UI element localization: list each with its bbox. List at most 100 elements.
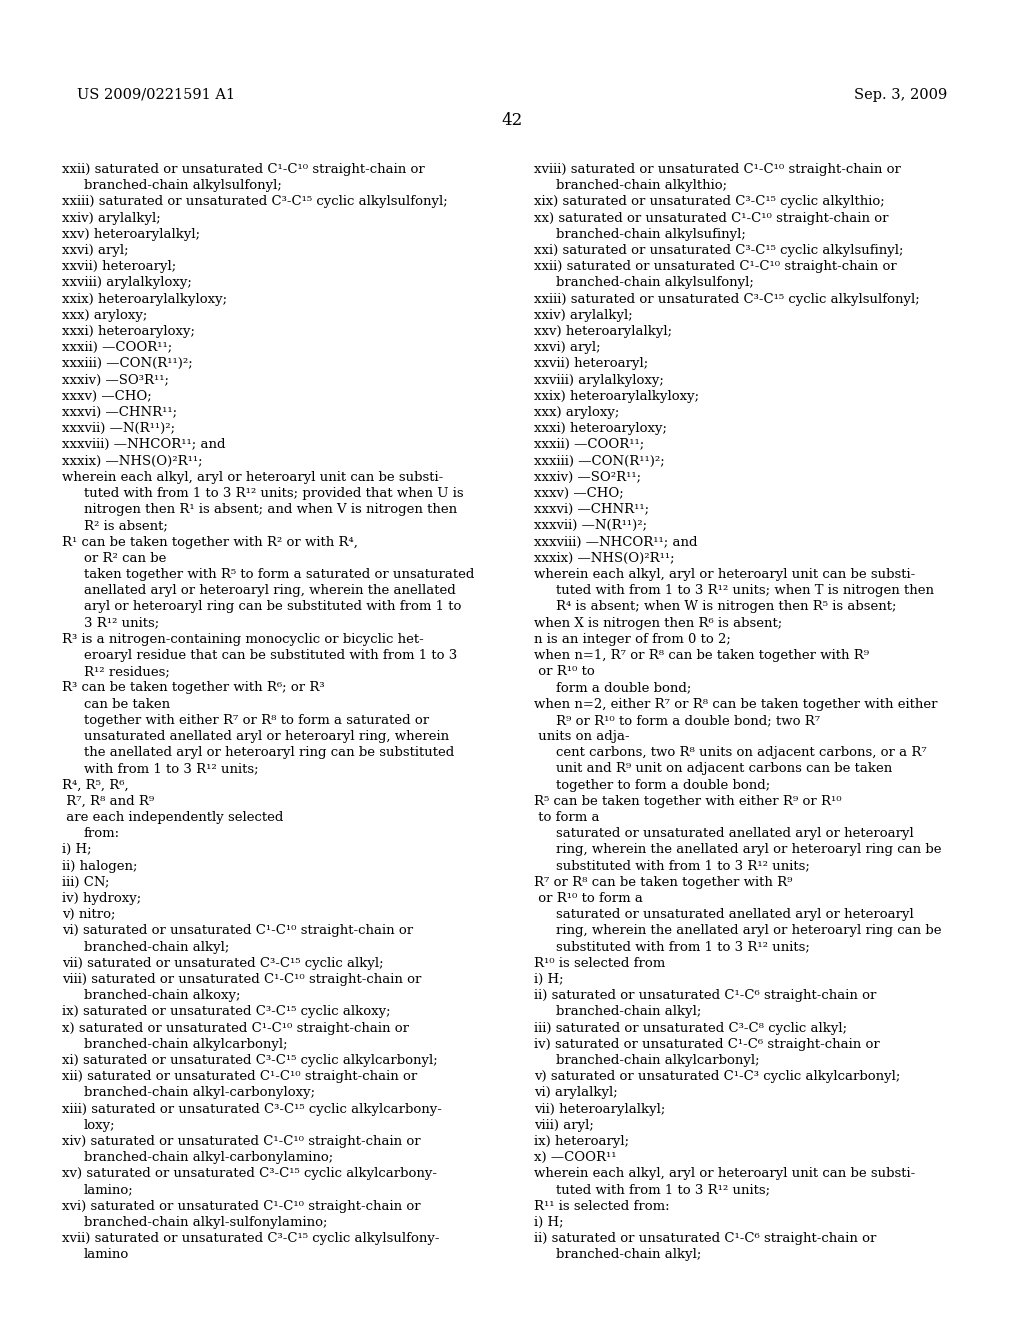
Text: branched-chain alkylcarbonyl;: branched-chain alkylcarbonyl; [556, 1053, 760, 1067]
Text: nitrogen then R¹ is absent; and when V is nitrogen then: nitrogen then R¹ is absent; and when V i… [84, 503, 457, 516]
Text: R⁴ is absent; when W is nitrogen then R⁵ is absent;: R⁴ is absent; when W is nitrogen then R⁵… [556, 601, 896, 614]
Text: R¹¹ is selected from:: R¹¹ is selected from: [534, 1200, 670, 1213]
Text: iv) saturated or unsaturated C¹-C⁶ straight-chain or: iv) saturated or unsaturated C¹-C⁶ strai… [534, 1038, 880, 1051]
Text: xxxviii) —NHCOR¹¹; and: xxxviii) —NHCOR¹¹; and [534, 536, 697, 549]
Text: iv) hydroxy;: iv) hydroxy; [62, 892, 141, 906]
Text: xxxii) —COOR¹¹;: xxxii) —COOR¹¹; [534, 438, 644, 451]
Text: R⁵ can be taken together with either R⁹ or R¹⁰: R⁵ can be taken together with either R⁹ … [534, 795, 842, 808]
Text: xxxix) —NHS(O)²R¹¹;: xxxix) —NHS(O)²R¹¹; [62, 454, 203, 467]
Text: R³ is a nitrogen-containing monocyclic or bicyclic het-: R³ is a nitrogen-containing monocyclic o… [62, 632, 424, 645]
Text: xiii) saturated or unsaturated C³-C¹⁵ cyclic alkylcarbony-: xiii) saturated or unsaturated C³-C¹⁵ cy… [62, 1102, 442, 1115]
Text: xxii) saturated or unsaturated C¹-C¹⁰ straight-chain or: xxii) saturated or unsaturated C¹-C¹⁰ st… [62, 162, 425, 176]
Text: to form a: to form a [534, 810, 599, 824]
Text: 42: 42 [502, 112, 522, 129]
Text: ii) saturated or unsaturated C¹-C⁶ straight-chain or: ii) saturated or unsaturated C¹-C⁶ strai… [534, 1232, 877, 1245]
Text: xxviii) arylalkyloxy;: xxviii) arylalkyloxy; [62, 276, 191, 289]
Text: saturated or unsaturated anellated aryl or heteroaryl: saturated or unsaturated anellated aryl … [556, 908, 913, 921]
Text: viii) saturated or unsaturated C¹-C¹⁰ straight-chain or: viii) saturated or unsaturated C¹-C¹⁰ st… [62, 973, 421, 986]
Text: R¹⁰ is selected from: R¹⁰ is selected from [534, 957, 666, 970]
Text: R² is absent;: R² is absent; [84, 519, 168, 532]
Text: xxx) aryloxy;: xxx) aryloxy; [62, 309, 147, 322]
Text: saturated or unsaturated anellated aryl or heteroaryl: saturated or unsaturated anellated aryl … [556, 828, 913, 841]
Text: are each independently selected: are each independently selected [62, 810, 284, 824]
Text: with from 1 to 3 R¹² units;: with from 1 to 3 R¹² units; [84, 763, 259, 775]
Text: R⁷ or R⁸ can be taken together with R⁹: R⁷ or R⁸ can be taken together with R⁹ [534, 875, 793, 888]
Text: can be taken: can be taken [84, 697, 170, 710]
Text: xxxvii) —N(R¹¹)²;: xxxvii) —N(R¹¹)²; [534, 519, 647, 532]
Text: tuted with from 1 to 3 R¹² units; when T is nitrogen then: tuted with from 1 to 3 R¹² units; when T… [556, 585, 934, 597]
Text: xxxvi) —CHNR¹¹;: xxxvi) —CHNR¹¹; [534, 503, 649, 516]
Text: aryl or heteroaryl ring can be substituted with from 1 to: aryl or heteroaryl ring can be substitut… [84, 601, 462, 614]
Text: i) H;: i) H; [534, 973, 563, 986]
Text: xxiii) saturated or unsaturated C³-C¹⁵ cyclic alkylsulfonyl;: xxiii) saturated or unsaturated C³-C¹⁵ c… [534, 293, 920, 306]
Text: xxvii) heteroaryl;: xxvii) heteroaryl; [534, 358, 648, 371]
Text: ix) saturated or unsaturated C³-C¹⁵ cyclic alkoxy;: ix) saturated or unsaturated C³-C¹⁵ cycl… [62, 1006, 390, 1019]
Text: branched-chain alkoxy;: branched-chain alkoxy; [84, 989, 241, 1002]
Text: units on adja-: units on adja- [534, 730, 630, 743]
Text: lamino;: lamino; [84, 1184, 134, 1197]
Text: xvii) saturated or unsaturated C³-C¹⁵ cyclic alkylsulfony-: xvii) saturated or unsaturated C³-C¹⁵ cy… [62, 1232, 439, 1245]
Text: ii) halogen;: ii) halogen; [62, 859, 137, 873]
Text: loxy;: loxy; [84, 1119, 116, 1131]
Text: lamino: lamino [84, 1249, 129, 1262]
Text: unit and R⁹ unit on adjacent carbons can be taken: unit and R⁹ unit on adjacent carbons can… [556, 763, 892, 775]
Text: xxix) heteroarylalkyloxy;: xxix) heteroarylalkyloxy; [62, 293, 227, 306]
Text: ring, wherein the anellated aryl or heteroaryl ring can be: ring, wherein the anellated aryl or hete… [556, 924, 941, 937]
Text: vi) saturated or unsaturated C¹-C¹⁰ straight-chain or: vi) saturated or unsaturated C¹-C¹⁰ stra… [62, 924, 413, 937]
Text: xxxiii) —CON(R¹¹)²;: xxxiii) —CON(R¹¹)²; [62, 358, 193, 371]
Text: R⁷, R⁸ and R⁹: R⁷, R⁸ and R⁹ [62, 795, 155, 808]
Text: iii) saturated or unsaturated C³-C⁸ cyclic alkyl;: iii) saturated or unsaturated C³-C⁸ cycl… [534, 1022, 847, 1035]
Text: when n=1, R⁷ or R⁸ can be taken together with R⁹: when n=1, R⁷ or R⁸ can be taken together… [534, 649, 869, 663]
Text: branched-chain alkyl;: branched-chain alkyl; [84, 941, 229, 953]
Text: xxvi) aryl;: xxvi) aryl; [62, 244, 129, 257]
Text: or R¹⁰ to form a: or R¹⁰ to form a [534, 892, 643, 906]
Text: together with either R⁷ or R⁸ to form a saturated or: together with either R⁷ or R⁸ to form a … [84, 714, 429, 727]
Text: branched-chain alkyl-carbonyloxy;: branched-chain alkyl-carbonyloxy; [84, 1086, 315, 1100]
Text: cent carbons, two R⁸ units on adjacent carbons, or a R⁷: cent carbons, two R⁸ units on adjacent c… [556, 746, 927, 759]
Text: Sep. 3, 2009: Sep. 3, 2009 [854, 88, 947, 102]
Text: i) H;: i) H; [534, 1216, 563, 1229]
Text: or R¹⁰ to: or R¹⁰ to [534, 665, 595, 678]
Text: the anellated aryl or heteroaryl ring can be substituted: the anellated aryl or heteroaryl ring ca… [84, 746, 455, 759]
Text: x) saturated or unsaturated C¹-C¹⁰ straight-chain or: x) saturated or unsaturated C¹-C¹⁰ strai… [62, 1022, 409, 1035]
Text: xii) saturated or unsaturated C¹-C¹⁰ straight-chain or: xii) saturated or unsaturated C¹-C¹⁰ str… [62, 1071, 417, 1084]
Text: xviii) saturated or unsaturated C¹-C¹⁰ straight-chain or: xviii) saturated or unsaturated C¹-C¹⁰ s… [534, 162, 901, 176]
Text: ix) heteroaryl;: ix) heteroaryl; [534, 1135, 629, 1148]
Text: 3 R¹² units;: 3 R¹² units; [84, 616, 160, 630]
Text: taken together with R⁵ to form a saturated or unsaturated: taken together with R⁵ to form a saturat… [84, 568, 474, 581]
Text: i) H;: i) H; [62, 843, 91, 857]
Text: xxxix) —NHS(O)²R¹¹;: xxxix) —NHS(O)²R¹¹; [534, 552, 675, 565]
Text: viii) aryl;: viii) aryl; [534, 1119, 594, 1131]
Text: v) nitro;: v) nitro; [62, 908, 116, 921]
Text: xxiii) saturated or unsaturated C³-C¹⁵ cyclic alkylsulfonyl;: xxiii) saturated or unsaturated C³-C¹⁵ c… [62, 195, 447, 209]
Text: xx) saturated or unsaturated C¹-C¹⁰ straight-chain or: xx) saturated or unsaturated C¹-C¹⁰ stra… [534, 211, 889, 224]
Text: branched-chain alkylsulfonyl;: branched-chain alkylsulfonyl; [556, 276, 754, 289]
Text: xxxv) —CHO;: xxxv) —CHO; [534, 487, 624, 500]
Text: xxxiv) —SO²R¹¹;: xxxiv) —SO²R¹¹; [534, 471, 641, 484]
Text: wherein each alkyl, aryl or heteroaryl unit can be substi-: wherein each alkyl, aryl or heteroaryl u… [534, 1167, 915, 1180]
Text: vii) heteroarylalkyl;: vii) heteroarylalkyl; [534, 1102, 666, 1115]
Text: substituted with from 1 to 3 R¹² units;: substituted with from 1 to 3 R¹² units; [556, 859, 810, 873]
Text: x) —COOR¹¹: x) —COOR¹¹ [534, 1151, 616, 1164]
Text: xxxvi) —CHNR¹¹;: xxxvi) —CHNR¹¹; [62, 407, 177, 418]
Text: R¹² residues;: R¹² residues; [84, 665, 170, 678]
Text: xxxiv) —SO³R¹¹;: xxxiv) —SO³R¹¹; [62, 374, 169, 387]
Text: R¹ can be taken together with R² or with R⁴,: R¹ can be taken together with R² or with… [62, 536, 357, 549]
Text: from:: from: [84, 828, 120, 841]
Text: tuted with from 1 to 3 R¹² units; provided that when U is: tuted with from 1 to 3 R¹² units; provid… [84, 487, 464, 500]
Text: branched-chain alkyl-sulfonylamino;: branched-chain alkyl-sulfonylamino; [84, 1216, 328, 1229]
Text: xxiv) arylalkyl;: xxiv) arylalkyl; [62, 211, 161, 224]
Text: branched-chain alkyl;: branched-chain alkyl; [556, 1006, 701, 1019]
Text: xxxi) heteroaryloxy;: xxxi) heteroaryloxy; [534, 422, 667, 436]
Text: xxvii) heteroaryl;: xxvii) heteroaryl; [62, 260, 176, 273]
Text: xxxi) heteroaryloxy;: xxxi) heteroaryloxy; [62, 325, 195, 338]
Text: xxv) heteroarylalkyl;: xxv) heteroarylalkyl; [62, 228, 200, 240]
Text: xxxiii) —CON(R¹¹)²;: xxxiii) —CON(R¹¹)²; [534, 454, 665, 467]
Text: vii) saturated or unsaturated C³-C¹⁵ cyclic alkyl;: vii) saturated or unsaturated C³-C¹⁵ cyc… [62, 957, 384, 970]
Text: or R² can be: or R² can be [84, 552, 166, 565]
Text: when X is nitrogen then R⁶ is absent;: when X is nitrogen then R⁶ is absent; [534, 616, 782, 630]
Text: together to form a double bond;: together to form a double bond; [556, 779, 770, 792]
Text: branched-chain alkylsufinyl;: branched-chain alkylsufinyl; [556, 228, 745, 240]
Text: substituted with from 1 to 3 R¹² units;: substituted with from 1 to 3 R¹² units; [556, 941, 810, 953]
Text: xiv) saturated or unsaturated C¹-C¹⁰ straight-chain or: xiv) saturated or unsaturated C¹-C¹⁰ str… [62, 1135, 421, 1148]
